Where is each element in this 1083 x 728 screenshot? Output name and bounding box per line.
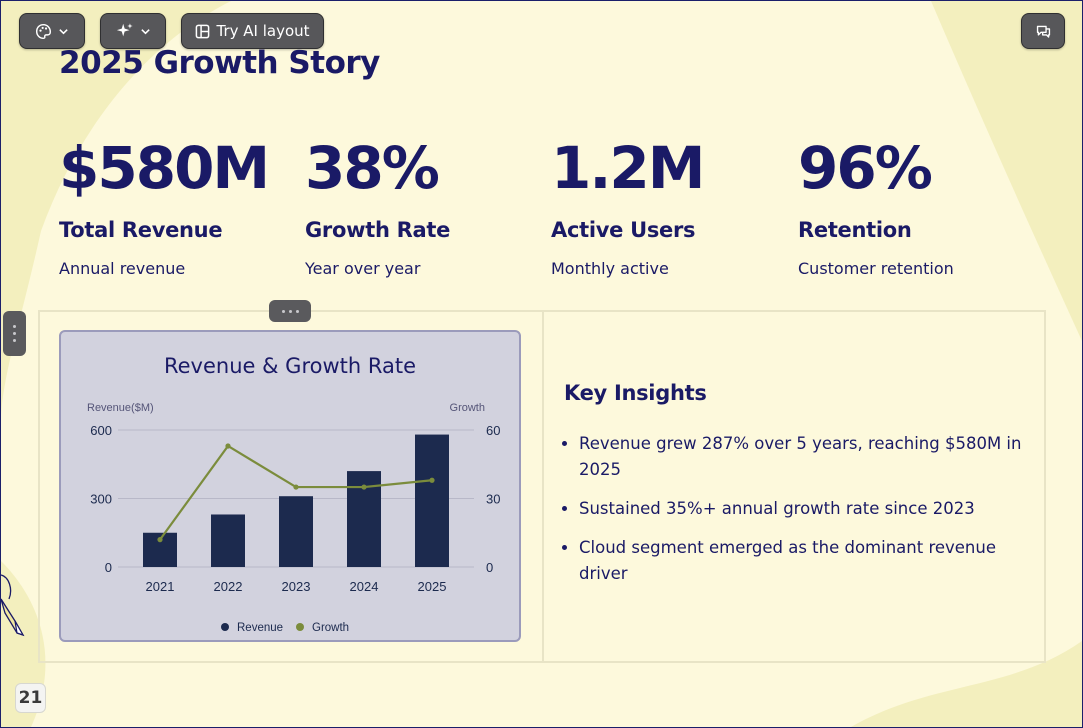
stat-description: Year over year xyxy=(305,259,421,278)
stat-active-users: 1.2M Active Users Monthly active xyxy=(551,133,791,279)
try-ai-layout-button[interactable]: Try AI layout xyxy=(181,13,324,49)
stat-label: Active Users xyxy=(551,218,696,242)
stat-value: 96% xyxy=(798,134,933,202)
stat-label: Total Revenue xyxy=(59,218,223,242)
theme-button[interactable] xyxy=(19,13,85,49)
stat-value: $580M xyxy=(59,134,270,202)
stat-description: Monthly active xyxy=(551,259,669,278)
stat-label: Growth Rate xyxy=(305,218,451,242)
y-axis-label-left: Revenue($M) xyxy=(87,402,154,414)
chevron-down-icon xyxy=(140,28,150,34)
ai-button[interactable] xyxy=(100,13,166,49)
y-tick-label-left: 600 xyxy=(90,423,112,438)
growth-point xyxy=(429,477,435,483)
stat-label: Retention xyxy=(798,218,912,242)
stat-description: Annual revenue xyxy=(59,259,186,278)
y-axis-label-right: Growth xyxy=(450,402,485,414)
stat-value: 1.2M xyxy=(551,134,705,202)
growth-point xyxy=(293,484,299,490)
x-tick-label: 2024 xyxy=(350,579,379,594)
list-item: Sustained 35%+ annual growth rate since … xyxy=(579,496,1041,522)
insights-title: Key Insights xyxy=(564,381,707,405)
y-tick-label-right: 30 xyxy=(486,492,500,507)
try-ai-layout-label: Try AI layout xyxy=(216,22,310,40)
comment-icon xyxy=(1036,25,1050,38)
chart-bar xyxy=(279,496,313,567)
y-tick-label-left: 0 xyxy=(105,560,112,575)
pencil-illustration xyxy=(1,574,25,637)
y-tick-label-right: 60 xyxy=(486,423,500,438)
stat-description: Customer retention xyxy=(798,259,954,278)
comments-button[interactable] xyxy=(1021,13,1065,49)
y-tick-label-right: 0 xyxy=(486,560,493,575)
palette-icon xyxy=(35,23,52,39)
slide-number-badge[interactable]: 21 xyxy=(15,683,46,713)
slide-title: 2025 Growth Story xyxy=(59,45,380,81)
list-item: Revenue grew 287% over 5 years, reaching… xyxy=(579,431,1041,483)
x-tick-label: 2023 xyxy=(282,579,311,594)
chart-title: Revenue & Growth Rate xyxy=(163,354,417,378)
chart-card[interactable]: Revenue & Growth Rate 0 300 600 0 30 60 Revenu… xyxy=(59,330,521,642)
layout-icon xyxy=(196,24,210,38)
legend-label-growth: Growth xyxy=(312,622,349,634)
insights-list: Revenue grew 287% over 5 years, reaching… xyxy=(561,431,1041,600)
revenue-growth-chart: 0 300 600 0 30 60 Revenue($M) Growth 2021 2022 202… xyxy=(87,402,500,634)
legend-marker-growth xyxy=(296,623,304,631)
block-drag-handle[interactable] xyxy=(3,311,26,356)
growth-point xyxy=(225,443,231,449)
list-item: Cloud segment emerged as the dominant re… xyxy=(579,535,1041,587)
x-tick-label: 2025 xyxy=(418,579,447,594)
growth-point xyxy=(157,537,163,543)
x-tick-label: 2022 xyxy=(214,579,243,594)
legend-marker-revenue xyxy=(221,623,229,631)
stat-retention: 96% Retention Customer retention xyxy=(798,133,1038,279)
column-divider xyxy=(542,310,544,663)
chart-bar xyxy=(211,514,245,567)
column-drag-handle[interactable] xyxy=(269,300,311,322)
growth-point xyxy=(361,484,367,490)
y-tick-label-left: 300 xyxy=(90,492,112,507)
chevron-down-icon xyxy=(59,28,68,34)
sparkles-icon xyxy=(116,23,133,37)
x-tick-label: 2021 xyxy=(146,579,175,594)
legend-label-revenue: Revenue xyxy=(237,622,283,634)
stat-growth-rate: 38% Growth Rate Year over year xyxy=(305,133,545,279)
stat-total-revenue: $580M Total Revenue Annual revenue xyxy=(59,133,299,279)
stat-value: 38% xyxy=(305,134,440,202)
chart-bar xyxy=(415,434,449,567)
